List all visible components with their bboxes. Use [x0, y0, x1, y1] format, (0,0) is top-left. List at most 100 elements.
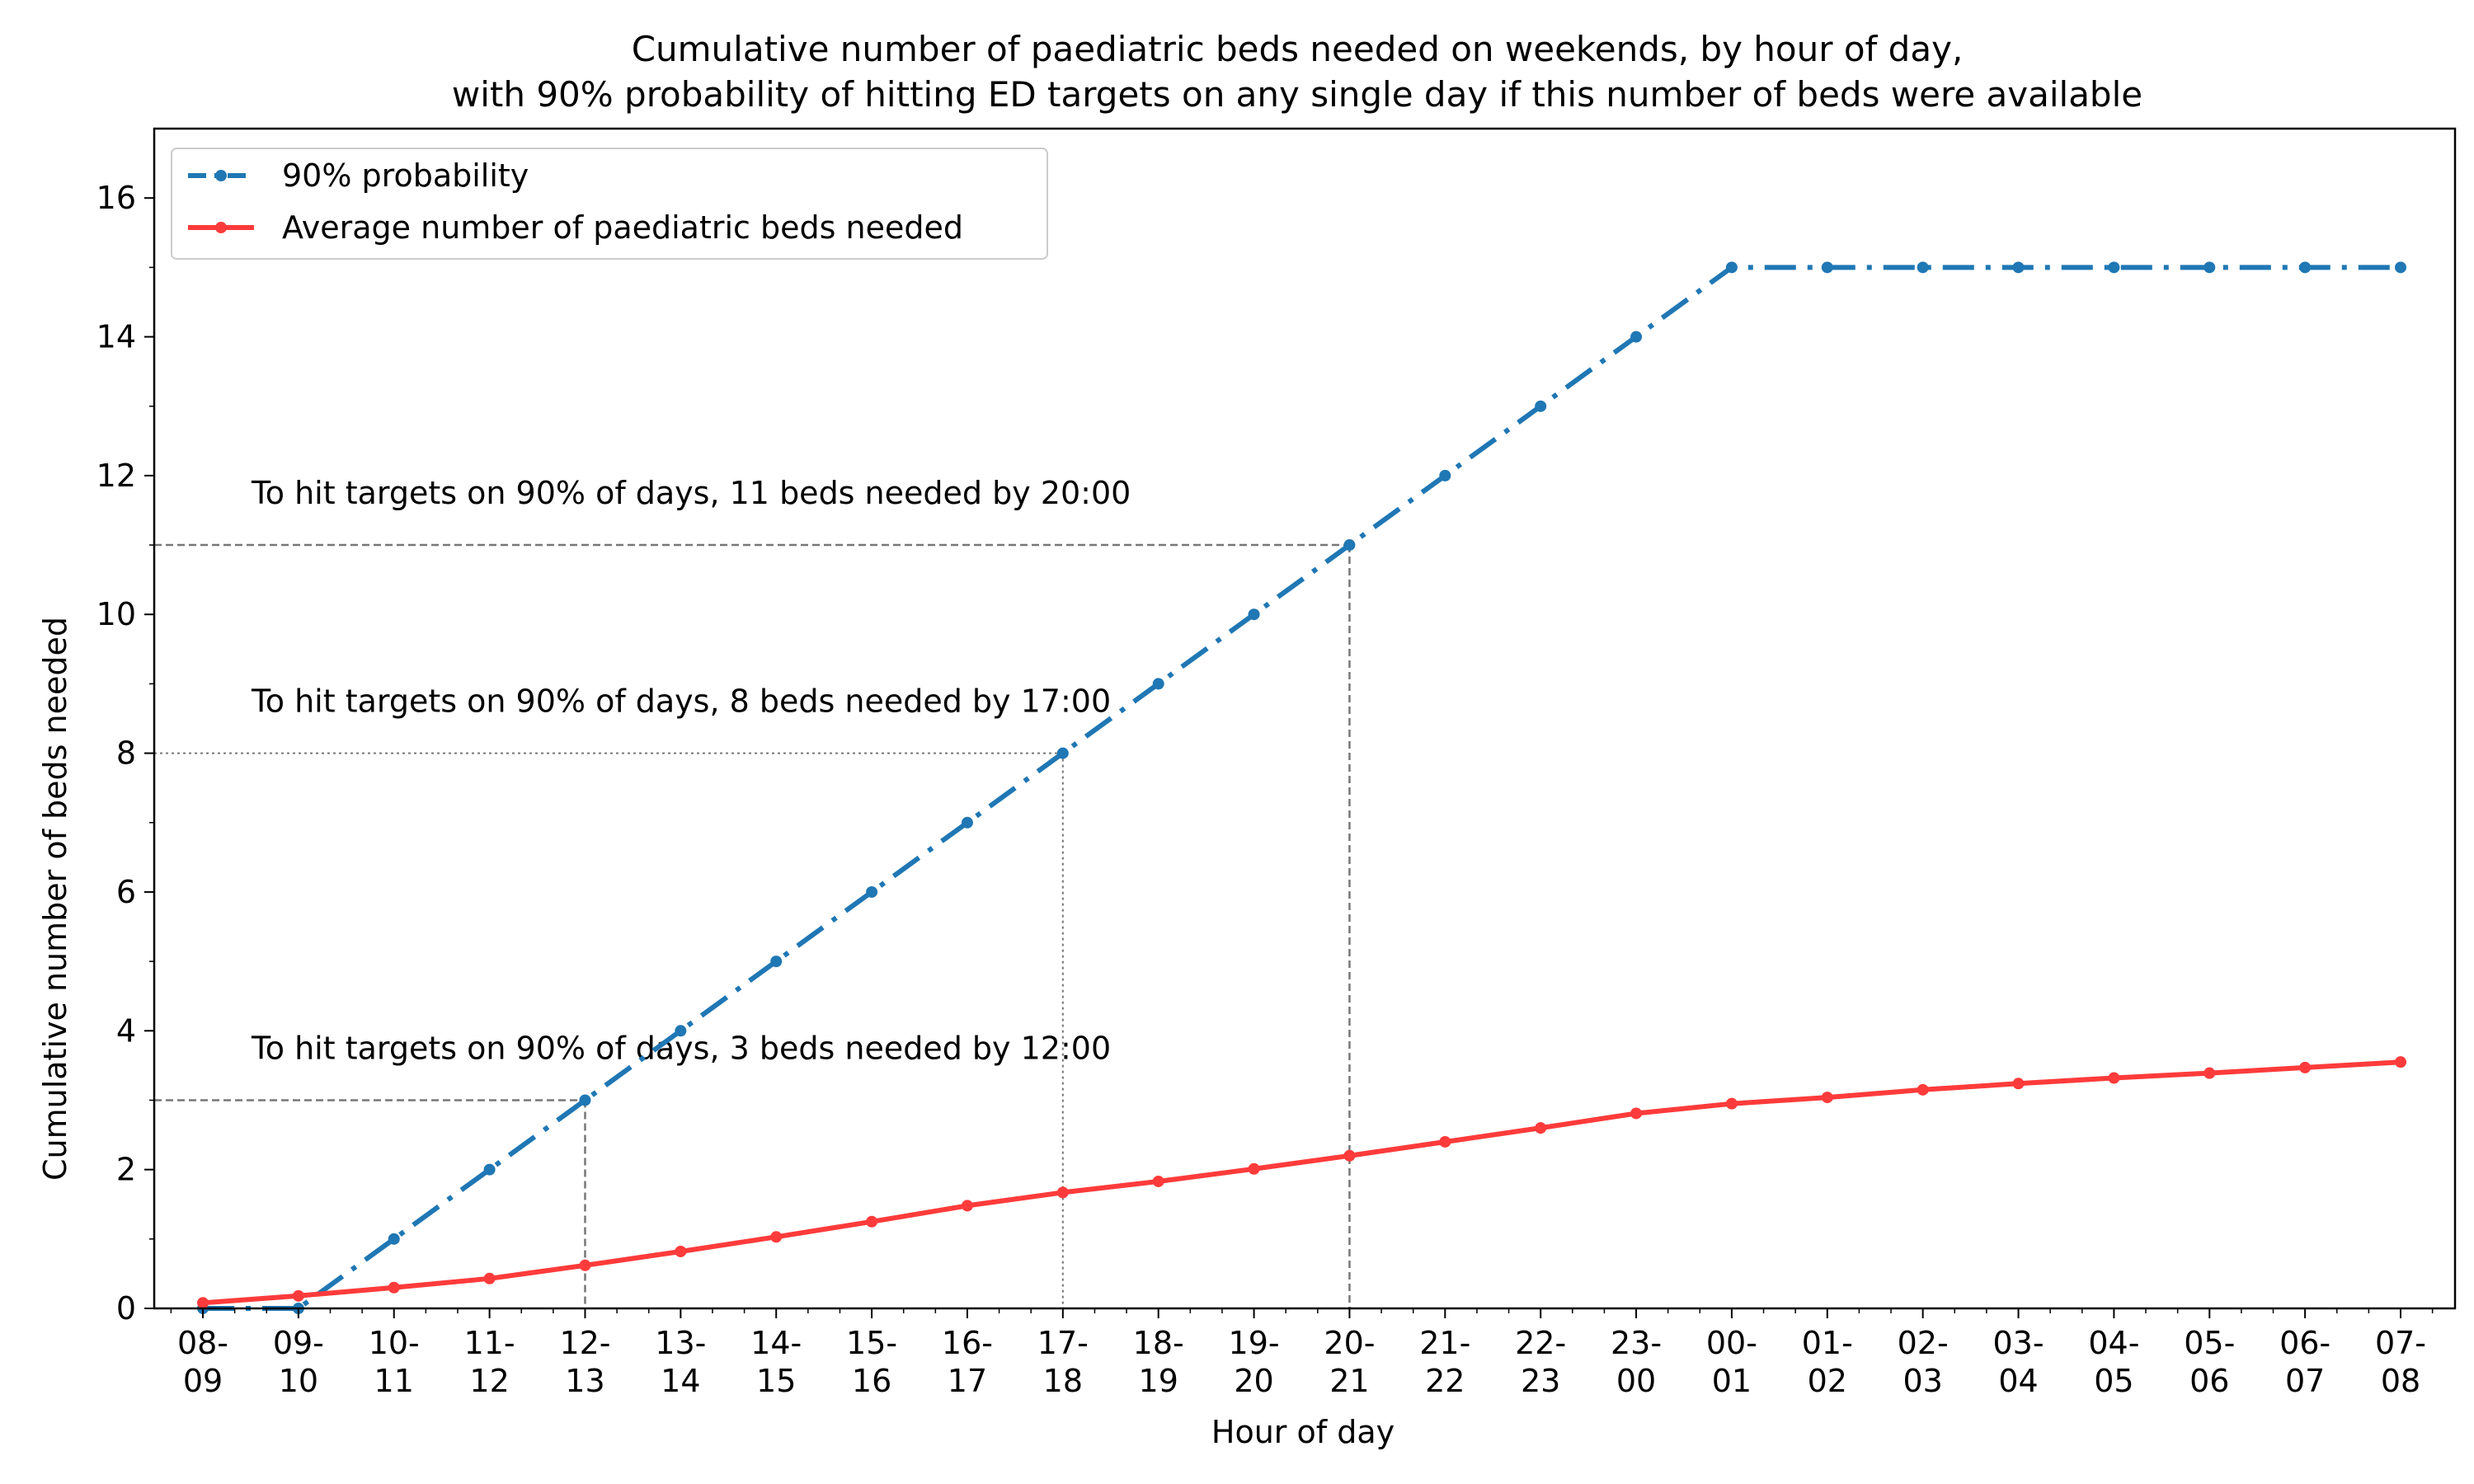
data-point-0-14: [1535, 400, 1547, 412]
x-tick-label-6-a: 14-: [750, 1325, 802, 1361]
y-tick-label-8: 16: [96, 180, 136, 216]
x-tick-label-14-a: 22-: [1515, 1325, 1566, 1361]
x-tick-label-21-b: 06: [2189, 1363, 2229, 1399]
x-tick-label-17-a: 01-: [1802, 1325, 1853, 1361]
data-point-0-4: [579, 1094, 591, 1106]
data-point-1-13: [1439, 1135, 1451, 1148]
data-point-1-18: [1917, 1083, 1929, 1096]
y-axis-label: Cumulative number of beds needed: [37, 617, 73, 1181]
data-point-1-6: [770, 1231, 783, 1243]
x-tick-label-1-b: 10: [279, 1363, 318, 1399]
data-point-0-23: [2395, 261, 2406, 274]
data-point-0-21: [2204, 261, 2216, 274]
x-tick-label-9-b: 18: [1043, 1363, 1083, 1399]
x-tick-label-8-a: 16-: [942, 1325, 993, 1361]
data-point-0-17: [1821, 261, 1833, 274]
data-point-0-18: [1917, 261, 1929, 274]
y-tick-label-2: 4: [116, 1012, 136, 1049]
x-tick-label-3-a: 11-: [464, 1325, 515, 1361]
data-point-1-10: [1152, 1175, 1164, 1187]
data-point-1-1: [292, 1289, 304, 1302]
x-tick-label-19-a: 03-: [1992, 1325, 2044, 1361]
legend-box: [171, 148, 1048, 260]
data-point-1-23: [2395, 1056, 2406, 1068]
legend-label-90-percent: 90% probability: [282, 157, 529, 194]
data-point-1-9: [1056, 1186, 1069, 1199]
data-point-0-11: [1248, 608, 1260, 621]
data-point-1-15: [1630, 1107, 1643, 1120]
data-point-1-4: [579, 1259, 591, 1271]
data-point-0-3: [483, 1163, 496, 1176]
data-point-1-0: [197, 1297, 209, 1309]
y-tick-label-0: 0: [116, 1290, 136, 1327]
x-tick-label-12-a: 20-: [1324, 1325, 1375, 1361]
x-tick-label-23-b: 08: [2381, 1363, 2420, 1399]
annotation-text-1: To hit targets on 90% of days, 8 beds ne…: [251, 683, 1111, 720]
x-tick-label-15-b: 00: [1616, 1363, 1656, 1399]
x-tick-label-0-a: 08-: [177, 1325, 228, 1361]
chart-title-line-2: with 90% probability of hitting ED targe…: [452, 74, 2142, 115]
data-point-1-21: [2204, 1067, 2216, 1079]
series-line-0: [203, 265, 2401, 1311]
x-tick-label-18-a: 02-: [1898, 1325, 1949, 1361]
x-tick-label-3-b: 12: [469, 1363, 509, 1399]
data-point-0-8: [961, 816, 973, 829]
legend-marker-average: [215, 222, 227, 233]
data-point-0-16: [1725, 261, 1738, 274]
x-tick-label-21-a: 05-: [2184, 1325, 2235, 1361]
x-tick-label-4-a: 12-: [559, 1325, 610, 1361]
x-tick-label-7-b: 16: [852, 1363, 891, 1399]
data-point-0-12: [1343, 539, 1356, 552]
x-tick-label-12-b: 21: [1329, 1363, 1369, 1399]
x-tick-label-11-b: 20: [1234, 1363, 1273, 1399]
data-point-1-22: [2299, 1061, 2312, 1073]
data-point-1-11: [1248, 1162, 1260, 1175]
legend-marker-90-percent: [215, 170, 227, 181]
data-point-0-22: [2299, 261, 2312, 274]
axes-frame: [153, 127, 2457, 1310]
data-point-0-2: [388, 1233, 400, 1245]
x-tick-label-5-b: 14: [661, 1363, 700, 1399]
x-tick-label-23-a: 07-: [2375, 1325, 2426, 1361]
x-tick-label-15-a: 23-: [1611, 1325, 1662, 1361]
x-tick-label-13-a: 21-: [1419, 1325, 1470, 1361]
data-point-0-5: [675, 1025, 687, 1037]
x-tick-label-10-b: 19: [1139, 1363, 1178, 1399]
data-point-0-9: [1056, 747, 1069, 759]
x-tick-label-20-a: 04-: [2088, 1325, 2139, 1361]
x-tick-label-6-b: 15: [756, 1363, 796, 1399]
x-tick-label-22-a: 06-: [2279, 1325, 2331, 1361]
plot-area: To hit targets on 90% of days, 11 beds n…: [96, 127, 2457, 1399]
x-tick-label-5-a: 13-: [655, 1325, 706, 1361]
series-0: [197, 261, 2406, 1314]
x-tick-label-2-a: 10-: [369, 1325, 420, 1361]
chart-title-line-1: Cumulative number of paediatric beds nee…: [632, 29, 1964, 69]
x-tick-label-17-b: 02: [1808, 1363, 1847, 1399]
x-tick-label-7-a: 15-: [846, 1325, 897, 1361]
y-tick-label-7: 14: [96, 319, 136, 355]
data-point-0-15: [1630, 331, 1643, 343]
y-tick-label-5: 10: [96, 596, 136, 632]
series-line-1: [202, 1059, 2401, 1306]
x-tick-label-10-a: 18-: [1133, 1325, 1184, 1361]
x-tick-label-20-b: 05: [2094, 1363, 2133, 1399]
legend: 90% probability Average number of paedia…: [171, 148, 1048, 260]
y-tick-label-6: 12: [96, 458, 136, 494]
data-point-1-19: [2012, 1078, 2025, 1090]
x-tick-label-9-a: 17-: [1037, 1325, 1089, 1361]
data-point-1-16: [1725, 1097, 1738, 1110]
data-point-1-17: [1821, 1092, 1833, 1104]
x-tick-label-2-b: 11: [374, 1363, 414, 1399]
legend-label-average: Average number of paediatric beds needed: [282, 209, 963, 246]
data-point-0-7: [866, 885, 878, 898]
x-axis-label: Hour of day: [1211, 1414, 1395, 1450]
x-tick-label-19-b: 04: [1998, 1363, 2038, 1399]
x-tick-label-14-b: 23: [1521, 1363, 1560, 1399]
data-point-1-12: [1343, 1149, 1356, 1162]
x-tick-label-0-b: 09: [183, 1363, 223, 1399]
data-point-0-19: [2012, 261, 2025, 274]
y-tick-label-3: 6: [116, 874, 136, 910]
x-tick-label-22-b: 07: [2285, 1363, 2325, 1399]
annotation-text-0: To hit targets on 90% of days, 11 beds n…: [251, 475, 1131, 511]
